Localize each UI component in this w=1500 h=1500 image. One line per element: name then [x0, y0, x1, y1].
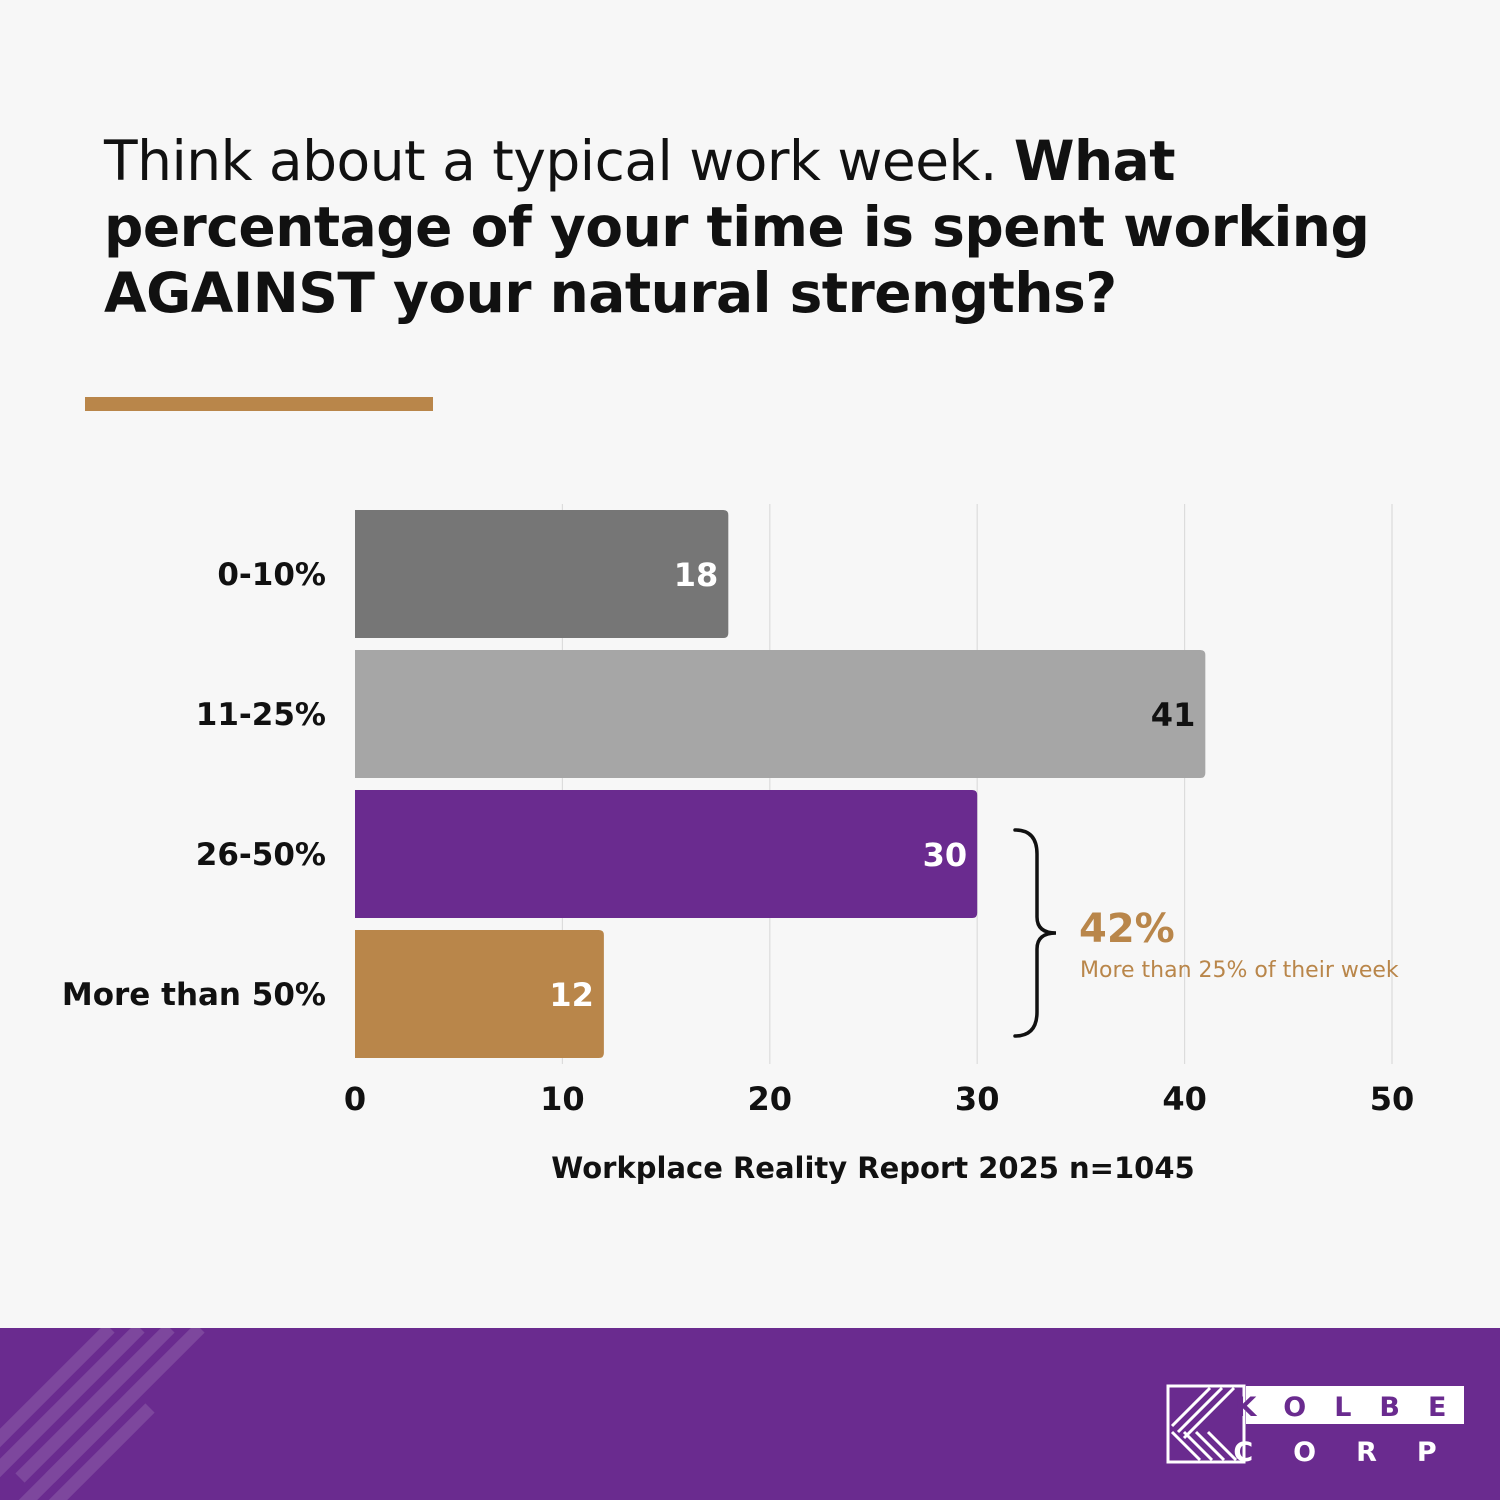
title-lead: Think about a typical work week.	[104, 129, 1014, 193]
diagonal-stripes-decoration	[0, 1328, 205, 1500]
bar	[355, 650, 1206, 778]
value-label: 12	[549, 976, 594, 1014]
x-tick-label: 10	[540, 1080, 585, 1118]
footer-band: KOLBE CORP	[0, 1328, 1500, 1500]
logo-word-corp: CORP	[1233, 1437, 1476, 1468]
kolbe-corp-logo: KOLBE CORP	[1166, 1384, 1476, 1468]
x-tick-label: 20	[748, 1080, 793, 1118]
value-label: 18	[674, 556, 719, 594]
bar	[355, 510, 729, 638]
bracket	[1013, 828, 1057, 1038]
x-tick-label: 0	[344, 1080, 366, 1118]
bar-chart: 0-10% 18 11-25% 41 26-50% 30 More than 50% 12 0 1…	[62, 504, 1415, 1185]
category-label: 0-10%	[217, 557, 326, 593]
logo-mark-frame	[1166, 1384, 1246, 1464]
bar	[355, 930, 604, 1058]
logo-word-kolbe: KOLBE	[1236, 1392, 1475, 1423]
value-label: 30	[923, 836, 968, 874]
title-question: What percentage of your time is spent wo…	[104, 129, 1370, 325]
x-tick-label: 40	[1162, 1080, 1207, 1118]
x-tick-label: 30	[955, 1080, 1000, 1118]
accent-rule	[85, 397, 433, 411]
logo-word-box	[1246, 1386, 1464, 1424]
footer-graphic: KOLBE CORP	[0, 1328, 1476, 1500]
x-tick-label: 50	[1370, 1080, 1415, 1118]
category-label: 26-50%	[196, 837, 326, 873]
logo-mark-icon	[1170, 1386, 1238, 1462]
annotation-text: More than 25% of their week	[1080, 958, 1399, 983]
annotation-value: 42%	[1079, 906, 1175, 952]
bar	[355, 790, 978, 918]
chart-title: Think about a typical work week. What pe…	[104, 128, 1404, 326]
category-label: More than 50%	[62, 977, 326, 1013]
category-label: 11-25%	[196, 697, 326, 733]
source-note: Workplace Reality Report 2025 n=1045	[551, 1151, 1194, 1185]
value-label: 41	[1151, 696, 1196, 734]
